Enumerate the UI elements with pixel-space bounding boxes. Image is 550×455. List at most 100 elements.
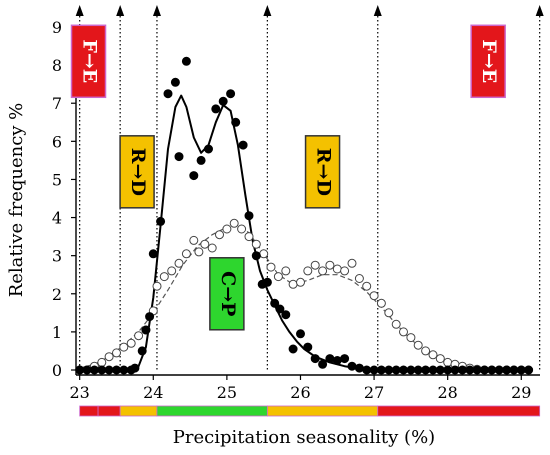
open-point-37 — [340, 266, 350, 276]
filled-point-53 — [435, 365, 445, 375]
open-point-24 — [244, 232, 254, 242]
x-tick-label-25: 25 — [217, 383, 237, 402]
filled-point-48 — [399, 365, 408, 375]
y-tick-label-4: 4 — [52, 209, 62, 228]
open-point-8 — [134, 331, 144, 341]
filled-point-15 — [170, 77, 180, 87]
zone-bar-segment-2 — [119, 405, 158, 417]
zone-bar-segment-4 — [266, 405, 379, 417]
filled-point-51 — [421, 365, 431, 375]
open-point-31 — [296, 277, 305, 287]
filled-point-37 — [318, 359, 328, 369]
y-tick-label-2: 2 — [52, 285, 62, 304]
open-point-14 — [174, 258, 184, 268]
open-point-11 — [152, 281, 162, 291]
filled-point-12 — [148, 249, 158, 259]
y-tick-label-9: 9 — [52, 18, 62, 37]
filled-point-14 — [163, 89, 173, 99]
annotation-text-2: C→P — [217, 271, 239, 316]
zone-bar — [79, 405, 541, 417]
filled-point-32 — [281, 310, 291, 320]
filled-point-18 — [189, 171, 199, 181]
y-tick-label-7: 7 — [52, 94, 62, 113]
open-point-4 — [104, 352, 114, 362]
filled-point-13 — [156, 216, 166, 226]
annotation-box-0 — [70, 24, 107, 99]
open-point-17 — [194, 247, 204, 257]
open-point-5 — [112, 348, 121, 358]
boundary-arrow-3 — [263, 5, 272, 16]
open-point-13 — [167, 266, 177, 276]
open-point-41 — [369, 291, 379, 301]
open-point-18 — [200, 239, 210, 249]
filled-point-58 — [472, 365, 482, 375]
filled-point-19 — [196, 155, 206, 165]
filled-point-36 — [310, 354, 320, 364]
open-point-28 — [273, 272, 283, 282]
y-tick-label-6: 6 — [52, 132, 62, 151]
filled-point-56 — [457, 365, 467, 375]
filled-point-2 — [89, 365, 99, 375]
annotation-box-3 — [304, 135, 341, 209]
filled-point-65 — [524, 365, 534, 375]
filled-point-23 — [226, 89, 236, 99]
open-point-15 — [181, 249, 191, 259]
open-point-42 — [376, 298, 386, 308]
open-point-32 — [303, 266, 313, 276]
y-axis-title: Relative frequency % — [6, 103, 27, 298]
x-tick-label-27: 27 — [364, 383, 384, 402]
filled-point-63 — [509, 365, 519, 375]
zone-bar-segment-3 — [156, 405, 268, 417]
filled-point-25 — [238, 140, 248, 150]
boundary-arrow-0 — [75, 5, 84, 16]
open-point-38 — [347, 258, 357, 268]
filled-point-29 — [262, 277, 272, 287]
filled-point-50 — [413, 365, 423, 375]
filled-point-6 — [119, 365, 129, 375]
open-point-21 — [222, 224, 232, 234]
open-point-35 — [325, 260, 335, 270]
filled-point-22 — [218, 96, 228, 106]
filled-point-26 — [244, 211, 254, 221]
y-tick-label-0: 0 — [52, 361, 62, 380]
boundary-arrow-5 — [535, 5, 544, 16]
boundary-arrow-1 — [116, 5, 125, 16]
filled-point-30 — [270, 298, 280, 308]
x-tick-label-26: 26 — [290, 383, 310, 402]
open-point-34 — [318, 266, 328, 276]
annotation-text-0: F→E — [79, 39, 101, 83]
open-point-27 — [266, 262, 276, 272]
boundary-arrow-2 — [152, 5, 161, 16]
open-point-48 — [421, 346, 431, 356]
open-point-39 — [354, 274, 364, 283]
open-point-44 — [391, 319, 401, 329]
zone-boundaries — [75, 5, 544, 370]
y-tick-label-5: 5 — [52, 170, 62, 189]
filled-point-34 — [296, 329, 305, 339]
x-tick-label-23: 23 — [70, 383, 90, 402]
annotation-box-2 — [209, 257, 245, 331]
y-tick-label-3: 3 — [52, 247, 62, 266]
open-point-3 — [97, 357, 107, 367]
open-point-19 — [207, 243, 217, 253]
filled-point-9 — [137, 346, 147, 356]
x-tick-label-28: 28 — [438, 383, 458, 402]
y-tick-label-1: 1 — [52, 323, 62, 342]
x-axis-title: Precipitation seasonality (%) — [173, 427, 435, 448]
filled-point-35 — [303, 342, 313, 352]
open-point-22 — [229, 218, 239, 228]
filled-point-1 — [82, 365, 92, 375]
open-point-40 — [362, 281, 372, 291]
open-point-50 — [435, 354, 445, 364]
filled-point-31 — [275, 304, 285, 314]
filled-point-8 — [130, 363, 140, 373]
filled-point-41 — [347, 361, 357, 371]
open-point-43 — [384, 308, 394, 318]
filled-point-16 — [174, 152, 184, 162]
zone-annotations: F→E R→D C→P R→D F→E — [70, 24, 506, 331]
open-point-33 — [310, 260, 320, 270]
open-point-45 — [399, 327, 408, 337]
open-point-29 — [281, 266, 291, 276]
annotation-text-4: F→E — [478, 39, 500, 83]
